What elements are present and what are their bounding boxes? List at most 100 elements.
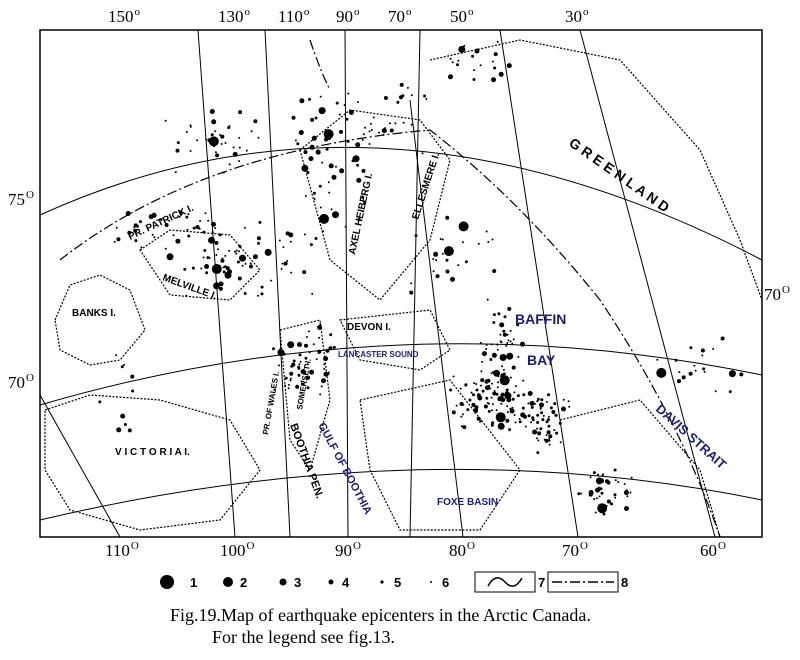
legend-symbol (223, 577, 233, 587)
epicenter-dot (211, 119, 217, 125)
epicenter-dot (307, 330, 310, 333)
epicenter-dot (435, 259, 438, 262)
epicenter-dot (448, 74, 453, 80)
epicenter-dot (325, 147, 329, 151)
epicenter-dot (545, 400, 548, 403)
epicenter-dot (304, 195, 307, 197)
epicenter-dot (164, 119, 167, 122)
epicenter-dot (227, 269, 232, 275)
coordinate-label: 70 (562, 541, 579, 560)
epicenter-dot (244, 262, 247, 265)
epicenter-dot (536, 400, 539, 403)
epicenter-dot (189, 150, 192, 152)
epicenter-dot (536, 451, 540, 455)
epicenter-dot (200, 267, 203, 270)
epicenter-dot (328, 346, 333, 351)
epicenter-dot (185, 130, 188, 133)
epicenter-dot (509, 329, 512, 332)
epicenter-dot (235, 252, 238, 255)
place-label: DEVON I. (347, 322, 391, 333)
epicenter-dot (115, 226, 118, 229)
epicenter-dot (599, 487, 603, 491)
epicenter-dot (597, 503, 608, 514)
epicenter-dot (196, 139, 199, 142)
epicenter-dot (382, 133, 385, 136)
epicenter-dot (703, 370, 706, 373)
epicenter-dot (505, 418, 510, 423)
epicenter-dot (441, 252, 444, 255)
epicenter-dot (630, 476, 633, 479)
epicenter-dot (164, 247, 167, 250)
epicenter-dot (509, 340, 512, 343)
epicenter-dot (321, 378, 326, 384)
epicenter-dot (205, 271, 209, 275)
epicenter-dot (714, 390, 717, 393)
epicenter-dot (318, 184, 322, 188)
epicenter-dot (289, 379, 292, 382)
epicenter-dot (598, 495, 601, 498)
epicenter-dot (410, 123, 413, 126)
epicenter-dot (606, 480, 611, 485)
epicenter-dot (506, 333, 509, 336)
epicenter-dot (507, 339, 510, 342)
epicenter-dot (595, 497, 598, 500)
epicenter-dot (592, 471, 596, 475)
epicenter-dot (406, 86, 409, 89)
epicenter-dot (363, 201, 367, 205)
degree-sign: O (247, 540, 255, 552)
epicenter-dot (235, 249, 238, 252)
epicenter-dot (222, 171, 225, 174)
epicenter-dot (133, 226, 136, 229)
epicenter-dot (487, 409, 491, 413)
epicenter-dot (195, 225, 200, 230)
epicenter-dot (449, 388, 453, 392)
epicenter-dot (297, 366, 301, 370)
epicenter-dot (347, 92, 350, 95)
epicenter-dot (213, 145, 216, 148)
epicenter-dot (287, 383, 290, 386)
epicenter-dot (332, 345, 336, 349)
epicenter-dot (562, 398, 565, 401)
epicenter-dot (506, 405, 509, 408)
epicenter-dot (532, 429, 538, 435)
legend-label: 8 (621, 575, 628, 590)
epicenter-dot (298, 353, 302, 357)
epicenter-dot (577, 492, 581, 496)
coordinate-label: 150 (108, 7, 134, 26)
epicenter-dot (310, 117, 315, 122)
epicenter-dot (191, 266, 195, 270)
epicenter-dot (712, 348, 715, 350)
epicenter-dot (530, 405, 534, 409)
epicenter-dot (476, 416, 481, 421)
epicenter-dot (466, 408, 470, 412)
epicenter-dot (516, 323, 520, 327)
epicenter-dot (211, 221, 216, 227)
epicenter-dot (369, 122, 372, 125)
epicenter-dot (506, 342, 509, 344)
epicenter-dot (554, 413, 558, 417)
epicenter-dot (548, 439, 551, 442)
epicenter-dot (372, 116, 375, 119)
epicenter-dot (304, 363, 307, 366)
epicenter-dot (479, 64, 482, 67)
epicenter-dot (175, 238, 181, 244)
degree-sign: o (245, 6, 251, 18)
epicenter-dot (537, 439, 540, 442)
place-label: BAFFIN (515, 311, 566, 327)
epicenter-dot (490, 423, 494, 427)
epicenter-dot (160, 218, 163, 221)
epicenter-dot (239, 254, 246, 262)
epicenter-dot (323, 371, 329, 377)
epicenter-dot (361, 139, 364, 141)
epicenter-dot (480, 370, 483, 373)
epicenter-dot (295, 384, 300, 389)
caption: Fig.19.Map of earthquake epicenters in t… (170, 605, 591, 625)
epicenter-dot (511, 406, 514, 409)
epicenter-dot (471, 54, 475, 58)
epicenter-dot (130, 374, 135, 379)
legend-symbol (279, 578, 287, 586)
epicenter-dot (511, 365, 516, 370)
degree-sign: o (304, 6, 310, 18)
epicenter-dot (345, 117, 349, 121)
